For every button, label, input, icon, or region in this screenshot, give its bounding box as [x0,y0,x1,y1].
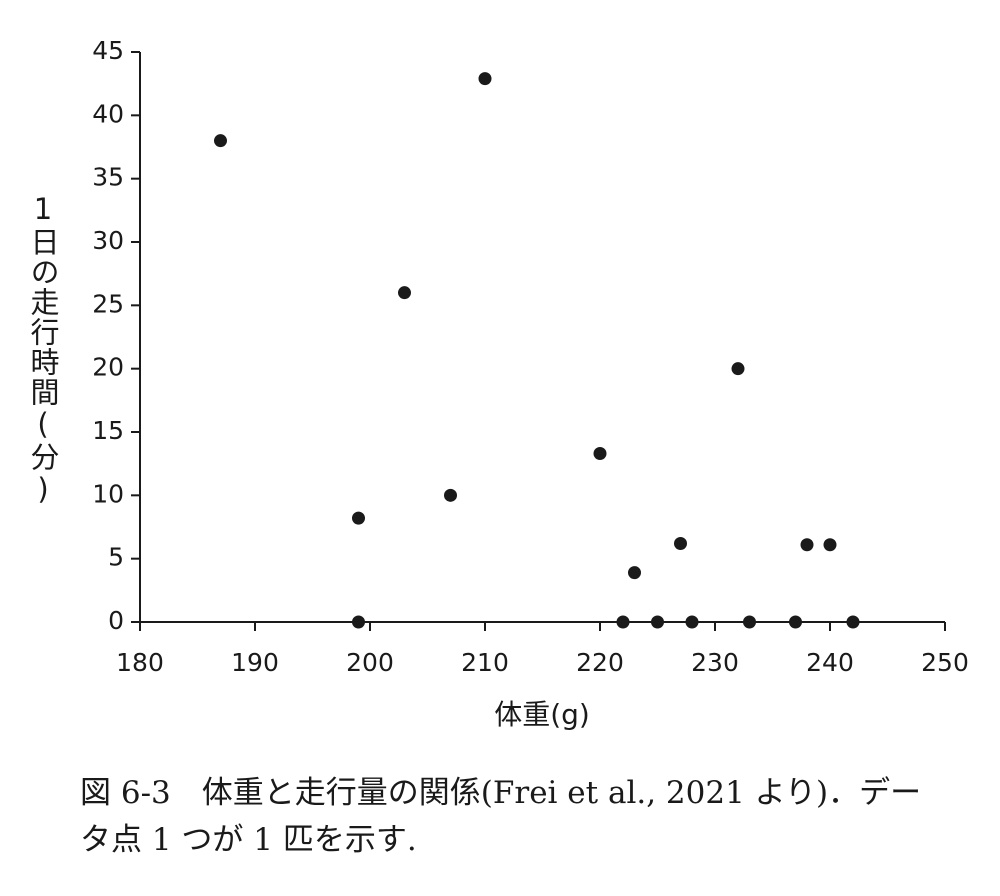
y-tick-label: 35 [92,163,124,192]
x-tick-label: 250 [921,648,969,677]
point [593,447,607,461]
point [352,615,365,629]
x-tick-label: 210 [461,648,509,677]
y-tick-label: 30 [92,226,124,255]
x-tick-label: 190 [231,648,279,677]
y-tick-label: 15 [92,416,124,445]
point [674,536,687,550]
chart: 体重(g) 0 5 10 15 20 25 30 35 40 45 180 190 200 210 220 2… [92,36,969,731]
point [731,362,745,376]
y-tick-label: 0 [108,606,124,635]
point [214,134,227,148]
x-tick-label: 180 [116,648,164,677]
x-tick-label: 230 [691,648,739,677]
x-tick-label: 220 [576,648,624,677]
point [478,72,492,86]
y-tick-label: 25 [92,289,124,318]
y-tick-label: 45 [92,36,124,65]
y-axis-label: 1日の走行時間(分) [26,192,60,507]
point [352,511,365,525]
point [823,538,837,552]
y-tick-label: 5 [108,543,124,572]
x-axis-label: 体重(g) [494,698,590,731]
point [651,615,664,629]
caption: 図 6‑3 体重と走行量の関係(Frei et al., 2021 より)．デー… [80,775,922,858]
y-tick-label: 10 [92,479,124,508]
x-tick-label: 240 [806,648,854,677]
y-tick-label: 40 [92,99,124,128]
point [398,286,411,300]
point [616,615,630,629]
point [628,566,641,580]
y-tick-label: 20 [92,353,124,382]
point [743,615,756,629]
point [800,538,814,552]
point [789,615,802,629]
point [444,488,457,502]
point [685,615,699,629]
x-tick-label: 200 [346,648,394,677]
point [846,615,860,629]
